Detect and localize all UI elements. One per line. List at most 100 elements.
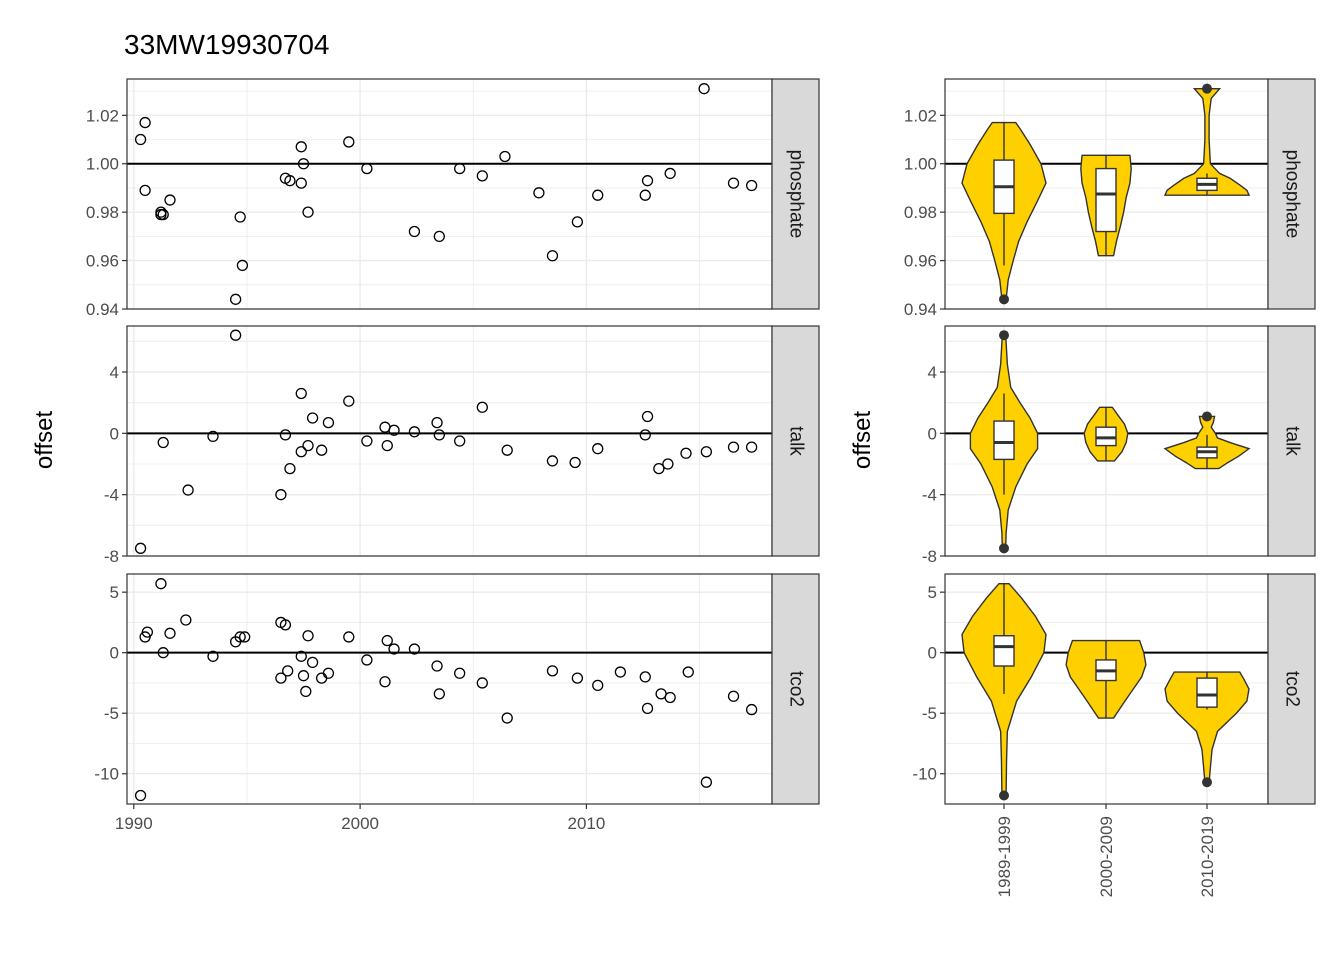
x-tick-label: 2010 [568, 814, 606, 833]
data-point [388, 643, 400, 655]
data-point [315, 444, 328, 456]
data-point [297, 670, 310, 682]
data-point [139, 184, 151, 197]
data-point [134, 542, 147, 554]
data-point [388, 424, 400, 436]
data-point [653, 462, 665, 475]
data-point [134, 133, 147, 146]
y-tick-label: 0.98 [86, 203, 119, 222]
data-point [139, 116, 151, 129]
data-point [343, 395, 355, 407]
y-tick-label: 0 [928, 644, 937, 663]
left-y-axis-label: offset [31, 411, 58, 470]
category-label: 2010-2019 [1198, 816, 1217, 897]
data-point [343, 631, 355, 643]
scatter-panel-tco2: -10 -5 0 5 [94, 573, 773, 805]
scatter-panel-phosphate: 0.94 0.96 0.98 1.00 1.02 [86, 78, 773, 319]
data-point [592, 679, 604, 692]
data-point [295, 650, 307, 662]
y-tick-label: 0 [110, 644, 119, 663]
box-iqr [1095, 426, 1117, 447]
plot-layer: 0.940.960.981.001.02phosphate-8-404talk-… [86, 78, 1316, 897]
data-point [639, 189, 651, 201]
violin-panel-phosphate: 0.94 0.96 0.98 1.00 1.02 [904, 78, 1269, 319]
data-point [164, 627, 176, 639]
data-point [408, 426, 421, 438]
data-point [433, 230, 445, 243]
y-tick-label: 1.02 [86, 106, 119, 125]
data-point [682, 666, 694, 678]
scatter-strip-talk-label: talk [785, 426, 806, 456]
y-tick-label: 1.02 [904, 106, 937, 125]
violin-strip-phosphate-label: phosphate [1281, 150, 1302, 239]
y-tick-label: -10 [94, 765, 119, 784]
data-point [501, 712, 513, 724]
y-tick-label: 0.96 [904, 252, 937, 271]
data-point [664, 691, 676, 704]
scatter-panel-bg [127, 79, 772, 309]
data-point [306, 656, 319, 669]
data-point [433, 429, 445, 441]
data-point [207, 650, 219, 662]
data-point [157, 647, 169, 659]
y-tick-label: -4 [104, 486, 119, 505]
category-label: 1989-1999 [995, 816, 1014, 897]
data-point [680, 447, 692, 459]
data-point [236, 259, 249, 272]
data-point [745, 179, 758, 192]
data-point [134, 789, 147, 802]
data-point [546, 250, 559, 262]
data-point [300, 685, 312, 698]
x-tick-label: 2000 [341, 814, 379, 833]
category-label: 2000-2009 [1097, 816, 1116, 897]
data-point [454, 667, 466, 679]
data-point [279, 429, 292, 441]
scatter-strip-phosphate-bg [771, 78, 820, 310]
data-point [207, 430, 219, 443]
data-point [700, 776, 713, 788]
data-point [639, 429, 651, 441]
violin-shape [1164, 671, 1250, 783]
data-point [234, 631, 246, 643]
data-point [592, 443, 604, 455]
y-tick-label: 4 [928, 363, 937, 382]
data-point [279, 619, 292, 631]
data-point [533, 187, 545, 199]
y-tick-label: 1.00 [904, 155, 937, 174]
data-point [641, 410, 654, 423]
y-tick-label: 5 [928, 583, 937, 602]
data-point [454, 435, 466, 447]
data-point [476, 401, 488, 413]
data-point [614, 666, 627, 678]
data-point [239, 631, 251, 643]
data-point [361, 435, 373, 447]
data-point [501, 444, 513, 456]
data-point [379, 676, 391, 688]
box-iqr [993, 635, 1015, 667]
data-point [569, 456, 581, 469]
violin-strip-talk-label: talk [1281, 426, 1302, 456]
y-tick-label: 0.96 [86, 252, 119, 271]
data-point [546, 665, 559, 677]
data-point [727, 441, 740, 453]
violin-strip-tco2-label: tco2 [1281, 671, 1302, 707]
scatter-strip-talk-bg [771, 325, 820, 557]
scatter-strip-tco2-bg [771, 573, 820, 805]
data-point [454, 162, 466, 175]
data-point [297, 158, 310, 170]
data-point [662, 458, 674, 470]
y-tick-label: 0.98 [904, 203, 937, 222]
data-point [664, 167, 676, 180]
data-point [295, 141, 307, 153]
scatter-strip-tco2-label: tco2 [785, 671, 806, 707]
data-point [275, 489, 287, 501]
data-point [180, 614, 192, 626]
data-point [639, 671, 651, 683]
data-point [182, 484, 194, 496]
data-point [322, 416, 335, 429]
data-point [499, 150, 511, 163]
scatter-strip-phosphate-label: phosphate [785, 150, 806, 239]
box-iqr [993, 420, 1015, 461]
violin-shape [1163, 87, 1251, 196]
